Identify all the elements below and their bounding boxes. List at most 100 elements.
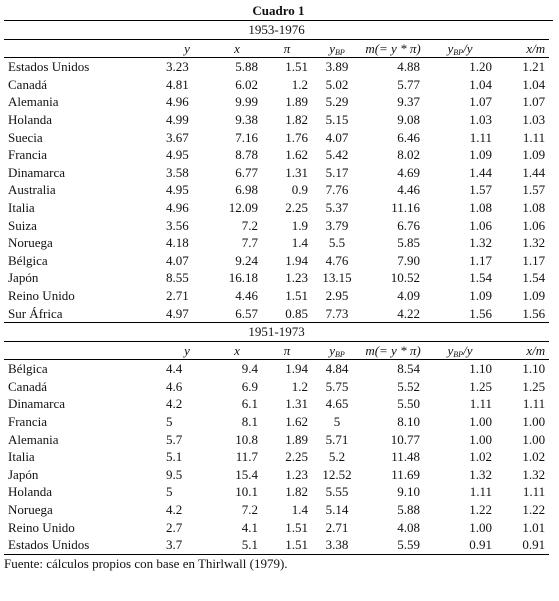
value-cell: 1.31 <box>285 396 308 412</box>
value-cell: 1.11 <box>469 484 492 500</box>
value-cell: 6.1 <box>241 396 258 412</box>
value-cell: 4.2 <box>166 502 183 518</box>
value-cell: 1.25 <box>469 378 492 394</box>
country-cell: Alemania <box>8 94 59 110</box>
source-note: Fuente: cálculos propios con base en Thi… <box>4 555 288 571</box>
value-cell: 1.08 <box>522 199 546 215</box>
value-cell: 1.31 <box>285 164 308 180</box>
table-row: Holanda 4.99 9.38 1.82 5.15 9.08 1.03 1.03 <box>4 111 549 129</box>
value-cell: 1.22 <box>469 502 492 518</box>
value-cell: 1.03 <box>522 111 546 127</box>
value-cell: 1.32 <box>522 235 546 251</box>
value-cell: 5.85 <box>397 235 420 251</box>
value-cell: 5.88 <box>397 502 420 518</box>
value-cell: 10.77 <box>390 431 420 447</box>
value-cell: 5 <box>166 484 173 500</box>
value-cell: 7.90 <box>397 252 420 268</box>
table-row: Alemania 4.96 9.99 1.89 5.29 9.37 1.07 1.07 <box>4 93 549 111</box>
value-cell: 5.88 <box>235 59 258 75</box>
country-cell: Canadá <box>8 76 47 92</box>
header-cell: m(= y * π) <box>362 39 424 59</box>
value-cell: 4.81 <box>166 76 189 92</box>
country-cell: Francia <box>8 147 47 163</box>
value-cell: 5.77 <box>397 76 420 92</box>
value-cell: 2.95 <box>325 287 349 303</box>
header-subscript: BP <box>335 47 345 57</box>
value-cell: 4.95 <box>166 147 189 163</box>
value-cell: 6.77 <box>235 164 258 180</box>
value-cell: 1.04 <box>522 76 546 92</box>
country-cell: Francia <box>8 414 47 430</box>
value-cell: 4.22 <box>362 304 424 324</box>
value-cell: 1.62 <box>285 147 308 163</box>
value-cell: 0.91 <box>424 536 496 555</box>
value-cell: 1.9 <box>291 217 308 233</box>
country-cell: Bélgica <box>8 252 48 268</box>
table-row: Dinamarca 4.2 6.1 1.31 4.65 5.50 1.11 1.11 <box>4 395 549 413</box>
table-row: Australia 4.95 6.98 0.9 7.76 4.46 1.57 1.57 <box>4 181 549 199</box>
period-row: 1951-1973 <box>4 322 550 342</box>
value-cell: 2.7 <box>166 519 183 535</box>
table-row: Alemania 5.7 10.8 1.89 5.71 10.77 1.00 1.00 <box>4 431 549 449</box>
header-text: π <box>283 40 291 56</box>
header-cell: x/m <box>496 39 550 59</box>
value-cell: 15.4 <box>235 466 258 482</box>
value-cell: 9.99 <box>235 94 258 110</box>
value-cell: 1.32 <box>469 235 492 251</box>
country-cell: Reino Unido <box>8 287 75 303</box>
country-cell: Japón <box>8 466 39 482</box>
value-cell: 1.09 <box>522 147 546 163</box>
header-text: y <box>184 40 190 56</box>
value-cell: 1.54 <box>522 270 546 286</box>
value-cell: 1.56 <box>424 304 496 324</box>
value-cell: 1.11 <box>522 129 546 145</box>
header-cell: y <box>162 39 212 59</box>
value-cell: 5 <box>333 414 341 430</box>
country-cell: Italia <box>8 199 35 215</box>
value-cell: 1.08 <box>469 199 492 215</box>
value-cell: 1.11 <box>522 484 546 500</box>
value-cell: 8.54 <box>397 361 420 377</box>
header-cell: yBP <box>312 341 362 361</box>
value-cell: 1.23 <box>285 270 308 286</box>
value-cell: 4.96 <box>166 199 189 215</box>
value-cell: 7.16 <box>235 129 258 145</box>
value-cell: 8.10 <box>397 414 420 430</box>
country-cell: Reino Unido <box>8 519 75 535</box>
table-row: Japón 9.5 15.4 1.23 12.52 11.69 1.32 1.32 <box>4 466 549 484</box>
value-cell: 8.55 <box>166 270 189 286</box>
header-cell <box>4 39 162 59</box>
data-table: 1953-1976 y x π yBP m(= y * π) yBP/y x/m Estados… <box>4 21 550 555</box>
value-cell: 5.5 <box>328 235 346 251</box>
value-cell: 1.54 <box>469 270 492 286</box>
table-row: Reino Unido 2.71 4.46 1.51 2.95 4.09 1.09 1.09 <box>4 287 549 305</box>
value-cell: 3.23 <box>166 59 189 75</box>
value-cell: 1.00 <box>522 414 546 430</box>
value-cell: 0.91 <box>496 536 550 555</box>
value-cell: 1.11 <box>469 129 492 145</box>
value-cell: 1.20 <box>469 59 492 75</box>
country-cell: Canadá <box>8 378 47 394</box>
value-cell: 5.59 <box>362 536 424 555</box>
value-cell: 11.69 <box>391 466 420 482</box>
value-cell: 1.10 <box>469 361 492 377</box>
value-cell: 1.02 <box>522 449 546 465</box>
country-cell: Holanda <box>8 111 53 127</box>
value-cell: 5.71 <box>325 431 349 447</box>
header-text: /y <box>463 40 473 56</box>
value-cell: 1.4 <box>291 235 308 251</box>
value-cell: 4.1 <box>241 519 258 535</box>
value-cell: 3.67 <box>166 129 189 145</box>
value-cell: 2.25 <box>285 199 308 215</box>
value-cell: 4.97 <box>162 304 212 324</box>
value-cell: 1.51 <box>285 519 308 535</box>
header-row: y x π yBP m(= y * π) yBP/y x/m <box>4 341 550 361</box>
table-row: Francia 4.95 8.78 1.62 5.42 8.02 1.09 1.09 <box>4 146 549 164</box>
table-row: Canadá 4.81 6.02 1.2 5.02 5.77 1.04 1.04 <box>4 76 549 94</box>
header-cell: x/m <box>496 341 550 361</box>
header-text: m(= y * π) <box>365 342 421 358</box>
value-cell: 4.4 <box>166 361 183 377</box>
value-cell: 9.4 <box>241 361 258 377</box>
value-cell: 1.51 <box>262 536 312 555</box>
country-cell: Estados Unidos <box>4 536 162 555</box>
